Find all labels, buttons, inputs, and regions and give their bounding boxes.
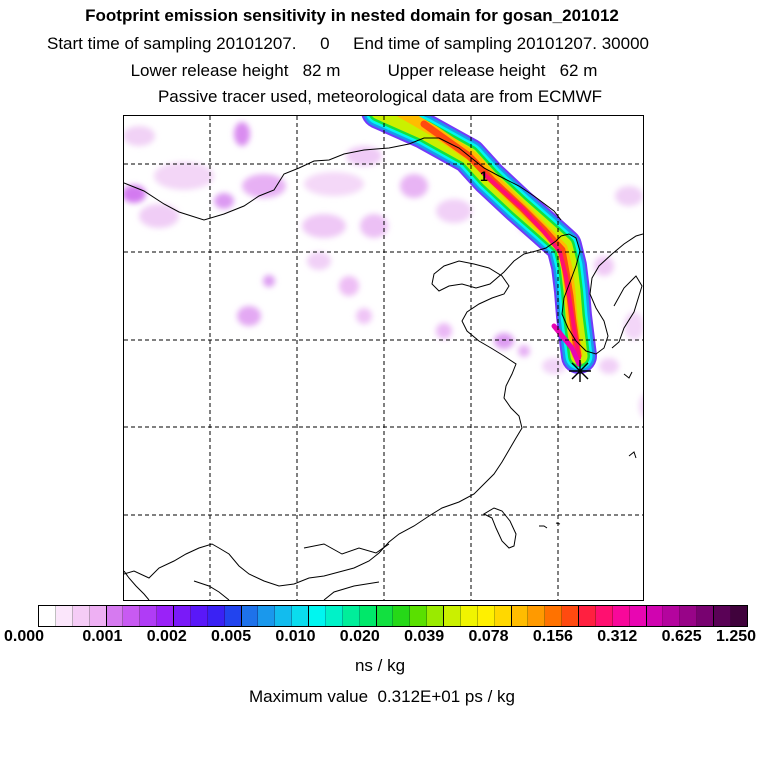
colorbar-segment [579,606,596,626]
tracer-info-line: Passive tracer used, meteorological data… [157,87,603,106]
colorbar-segment [207,606,225,626]
release-height-line: Lower release height 82 m Upper release … [130,61,598,80]
colorbar-segment [325,606,343,626]
colorbar-tick-label: 0.312 [597,628,638,645]
colorbar-segment [511,606,529,626]
colorbar-segment [55,606,73,626]
colorbar-segment [39,606,56,626]
maximum-value-label: Maximum value 0.312E+01 ps / kg [249,687,515,706]
colorbar-segment [376,606,394,626]
colorbar-segment [460,606,478,626]
colorbar-segment [663,606,681,626]
colorbar-tick-label: 0.156 [532,628,573,645]
colorbar-segment [309,606,326,626]
colorbar-segment [190,606,208,626]
colorbar-tick-label: 0.005 [211,628,252,645]
colorbar-segment [427,606,444,626]
colorbar-segment [410,606,428,626]
colorbar-tick-label: 0.001 [82,628,123,645]
trajectory-label: 1 [480,168,488,184]
colorbar-segment [646,606,664,626]
sampling-time-line: Start time of sampling 20101207. 0 End t… [47,34,649,53]
colorbar-segment [494,606,512,626]
colorbar-segment [140,606,158,626]
colorbar-tick-label: 1.250 [715,628,757,645]
footprint-map: 1 [123,115,644,601]
receptor-marker-icon [569,360,591,382]
colorbar-segment [714,606,731,626]
colorbar-tick-label: 0.039 [404,628,445,645]
colorbar-segment [562,606,579,626]
colorbar-segment [224,606,242,626]
lat-lon-grid [124,116,643,600]
colorbar-segment [275,606,293,626]
footprint-plume [361,116,597,374]
colorbar-segment [123,606,141,626]
colorbar-tick-label: 0.002 [146,628,187,645]
colorbar-units: ns / kg [354,656,406,675]
colorbar-tick-label: 0.078 [468,628,509,645]
colorbar-tick-label: 0.020 [339,628,380,645]
colorbar-tick-label: 0.625 [661,628,702,645]
colorbar-segment [241,606,259,626]
colorbar-segment [342,606,360,626]
colorbar-segment [444,606,461,626]
colorbar-segment [595,606,613,626]
colorbar-segment [157,606,174,626]
colorbar-segment [174,606,191,626]
colorbar-tick-label: 0.000 [3,628,45,645]
colorbar-segment [359,606,377,626]
colorbar-segment [612,606,630,626]
colorbar-segment [528,606,546,626]
colorbar-segment [545,606,563,626]
colorbar-segment [730,606,747,626]
colorbar-segment [72,606,90,626]
colorbar-segment [629,606,647,626]
colorbar-segment [477,606,495,626]
colorbar [38,605,748,627]
colorbar-segment [292,606,309,626]
map-canvas: 1 [124,116,643,600]
colorbar-segment [258,606,276,626]
coastlines [124,137,643,600]
colorbar-segment [106,606,124,626]
plot-title: Footprint emission sensitivity in nested… [85,6,619,25]
colorbar-segment [393,606,411,626]
colorbar-segment [697,606,714,626]
colorbar-tick-label: 0.010 [275,628,316,645]
colorbar-segment [89,606,107,626]
colorbar-segment [680,606,698,626]
